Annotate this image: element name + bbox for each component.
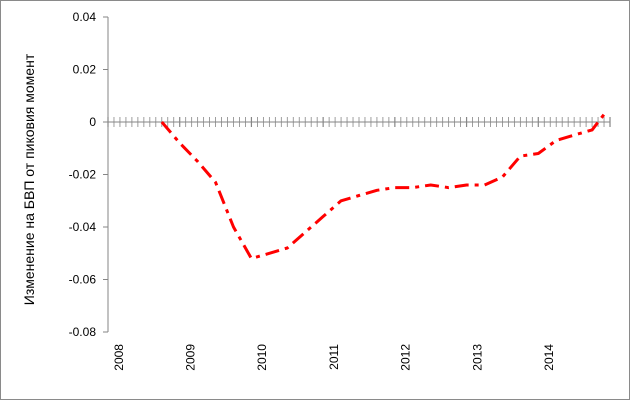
data-point [603,113,605,115]
y-axis-title: Изменение на БВП от пиковия момент [21,53,37,305]
data-point [520,155,522,157]
x-tick-label: 2013 [470,344,484,371]
data-point [573,134,575,136]
data-point [322,216,324,218]
data-point [376,189,378,191]
data-point [537,153,539,155]
data-point [555,140,557,142]
series-group [160,113,606,260]
y-tick-label: -0.06 [69,273,97,287]
x-tick-label: 2012 [399,344,413,371]
data-point [179,142,181,144]
y-tick-label: 0 [89,115,96,129]
x-axis: 2008 2009 2010 2011 2012 2013 2014 [107,117,611,371]
data-point [197,161,199,163]
data-point [358,195,360,197]
series-line [160,113,606,260]
data-point [233,226,235,228]
data-point [304,231,306,233]
data-point [466,184,468,186]
data-point [269,252,271,254]
x-tick-label: 2014 [542,344,556,371]
y-tick-label: -0.02 [69,168,97,182]
y-axis: 0.04 0.02 0 -0.02 -0.04 -0.06 -0.08 [69,10,109,339]
data-point [394,187,396,189]
data-point [484,184,486,186]
y-tick-label: -0.08 [69,325,97,339]
data-point [286,247,288,249]
x-tick-label: 2010 [255,344,269,371]
y-tick-label: 0.02 [73,63,97,77]
y-tick-label: 0.04 [73,10,97,24]
x-tick-label: 2009 [183,344,197,371]
data-point [161,121,163,123]
data-point [502,176,504,178]
data-point [448,187,450,189]
data-point [251,258,253,260]
x-tick-label: 2008 [112,344,126,371]
data-point [430,184,432,186]
data-point [340,200,342,202]
data-point [412,187,414,189]
x-tick-label: 2011 [327,344,341,370]
y-tick-label: -0.04 [69,220,97,234]
data-point [215,182,217,184]
data-point [591,129,593,131]
